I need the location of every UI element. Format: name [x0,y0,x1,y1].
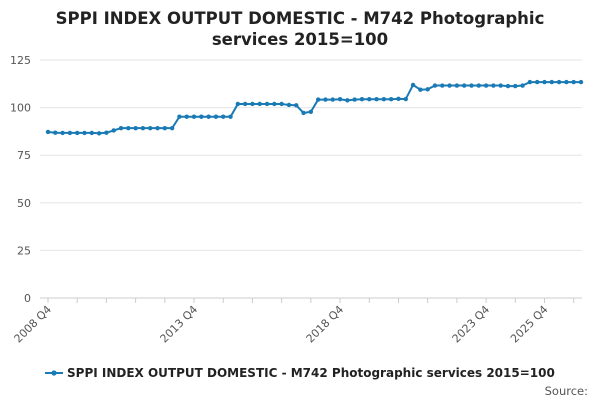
data-point[interactable] [264,101,270,107]
series-layer [45,79,584,136]
data-point[interactable] [374,97,379,102]
data-point[interactable] [556,79,562,85]
y-tick-label: 25 [17,244,31,257]
gridlines [40,59,582,251]
data-point[interactable] [498,83,503,88]
data-point[interactable] [323,97,328,102]
data-point[interactable] [169,125,175,131]
data-point[interactable] [542,79,547,85]
data-point[interactable] [513,83,518,89]
x-tick-label: 2013 Q4 [158,303,201,346]
data-point[interactable] [177,114,182,119]
data-point[interactable] [286,102,292,108]
data-point[interactable] [206,114,211,119]
data-point[interactable] [330,97,335,102]
legend-label: SPPI INDEX OUTPUT DOMESTIC - M742 Photog… [67,366,555,380]
x-tick-label: 2023 Q4 [450,303,493,346]
data-point[interactable] [352,97,357,102]
data-point[interactable] [133,125,138,131]
data-point[interactable] [396,96,401,102]
x-axis: 2008 Q4 2013 Q4 2018 Q4 2023 Q4 2025 Q4 [12,297,582,346]
data-point[interactable] [213,114,219,119]
data-point[interactable] [82,130,87,136]
data-point[interactable] [534,79,540,85]
y-tick-label: 0 [24,292,31,305]
data-point[interactable] [118,125,124,131]
data-point[interactable] [279,101,284,107]
data-point[interactable] [184,114,189,119]
data-point[interactable] [53,130,58,135]
data-point[interactable] [564,79,569,85]
data-point[interactable] [228,114,233,119]
data-point[interactable] [162,125,168,131]
data-point[interactable] [520,83,525,88]
data-point[interactable] [221,114,226,119]
data-point[interactable] [148,125,153,131]
data-point[interactable] [104,130,109,135]
data-point[interactable] [199,114,204,119]
data-point[interactable] [461,83,467,88]
data-point[interactable] [549,79,554,85]
data-point[interactable] [367,97,372,102]
y-axis-ticks: 0 25 50 75 100 125 [10,54,31,305]
data-point[interactable] [111,128,116,133]
chart-title-line-2: services 2015=100 [212,30,388,49]
data-point[interactable] [388,97,394,102]
data-point[interactable] [425,87,430,92]
y-tick-label: 50 [17,197,31,210]
x-tick-label: 2018 Q4 [304,303,347,346]
data-point[interactable] [126,125,131,131]
data-point[interactable] [315,97,321,102]
data-point[interactable] [483,83,489,88]
data-point[interactable] [60,130,65,136]
data-point[interactable] [381,97,387,102]
data-point[interactable] [410,82,416,88]
data-point[interactable] [469,83,474,88]
data-point[interactable] [96,131,102,136]
data-point[interactable] [337,97,343,102]
data-point[interactable] [242,101,248,107]
y-tick-label: 75 [17,149,31,162]
data-point[interactable] [89,130,95,136]
data-point[interactable] [447,83,452,88]
data-point[interactable] [308,109,314,114]
data-point[interactable] [505,83,511,89]
data-point[interactable] [571,79,576,85]
data-point[interactable] [454,83,460,88]
data-point[interactable] [235,101,241,107]
data-point[interactable] [440,83,445,88]
x-tick-label: 2025 Q4 [508,303,551,346]
legend-point-marker [51,370,57,376]
data-point[interactable] [418,87,423,92]
source-label: Source: [545,384,588,398]
data-point[interactable] [191,114,197,119]
data-point[interactable] [432,83,438,88]
chart-title-line-1: SPPI INDEX OUTPUT DOMESTIC - M742 Photog… [56,9,545,28]
data-point[interactable] [301,110,306,116]
data-point[interactable] [250,101,255,107]
data-point[interactable] [155,125,160,131]
data-point[interactable] [345,98,350,103]
data-point[interactable] [527,79,533,85]
data-point[interactable] [67,130,73,136]
data-point[interactable] [359,97,365,102]
legend[interactable]: SPPI INDEX OUTPUT DOMESTIC - M742 Photog… [45,366,555,380]
data-point[interactable] [45,129,51,135]
chart-title: SPPI INDEX OUTPUT DOMESTIC - M742 Photog… [56,9,545,49]
y-tick-label: 125 [10,54,31,67]
data-point[interactable] [140,125,146,131]
data-point[interactable] [403,96,408,102]
x-tick-label: 2008 Q4 [12,303,55,346]
y-tick-label: 100 [10,102,31,115]
data-point[interactable] [491,83,496,88]
data-point[interactable] [294,103,299,108]
data-point[interactable] [272,101,277,107]
data-point[interactable] [257,101,262,107]
data-point[interactable] [476,83,481,88]
data-point[interactable] [578,79,584,85]
data-point[interactable] [75,130,80,136]
